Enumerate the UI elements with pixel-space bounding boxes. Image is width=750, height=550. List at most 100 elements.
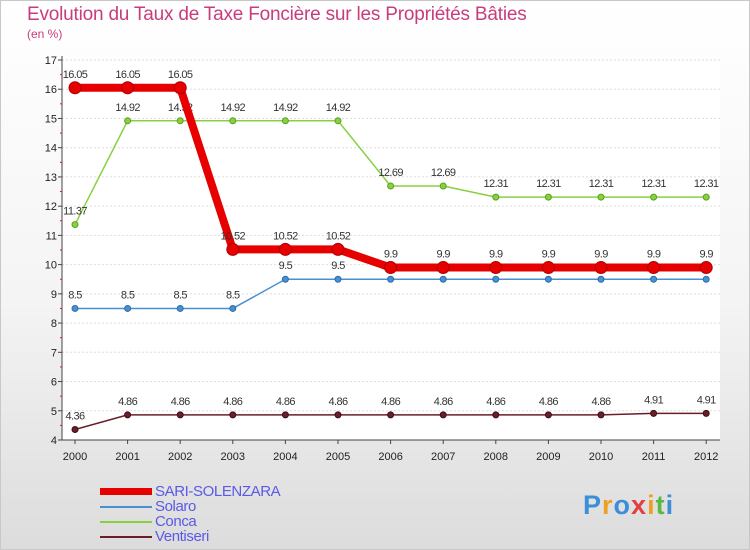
data-point-solaro <box>281 275 289 283</box>
data-point-conca <box>387 182 395 190</box>
proxiti-logo: Proxiti <box>583 490 674 521</box>
data-label-sari-solenzara: 10.52 <box>221 230 246 242</box>
data-label-sari-solenzara: 9.9 <box>594 249 608 261</box>
data-point-sari-solenzara <box>121 81 135 95</box>
plot-area <box>62 60 720 440</box>
data-label-conca: 14.92 <box>115 102 140 114</box>
x-tick-label: 2010 <box>589 451 613 463</box>
data-point-ventiseri <box>387 411 395 419</box>
data-point-ventiseri <box>702 409 710 417</box>
y-tick-label: 11 <box>46 230 57 242</box>
data-label-ventiseri: 4.91 <box>644 394 663 406</box>
data-point-conca <box>702 193 710 201</box>
x-tick-label: 2006 <box>378 451 402 463</box>
data-point-ventiseri <box>71 425 79 433</box>
data-point-sari-solenzara <box>226 242 240 256</box>
logo-letter: P <box>583 490 603 520</box>
data-label-conca: 12.31 <box>484 178 509 190</box>
data-label-conca: 12.31 <box>536 178 561 190</box>
data-label-solaro: 9.5 <box>279 260 293 272</box>
x-tick-label: 2001 <box>115 451 139 463</box>
legend-item-conca[interactable]: Conca <box>100 513 280 530</box>
data-label-sari-solenzara: 10.52 <box>273 230 298 242</box>
legend-item-ventiseri[interactable]: Ventiseri <box>100 528 280 545</box>
logo-letter: t <box>655 490 666 520</box>
x-tick-label: 2011 <box>642 451 666 463</box>
x-tick-label: 2012 <box>694 451 718 463</box>
legend-label: SARI-SOLENZARA <box>155 483 281 500</box>
data-point-sari-solenzara <box>541 261 555 275</box>
x-tick-label: 2002 <box>168 451 192 463</box>
data-label-sari-solenzara: 16.05 <box>115 69 140 81</box>
data-point-conca <box>71 221 79 229</box>
y-tick-label: 6 <box>51 377 57 389</box>
y-tick-label: 8 <box>51 318 57 330</box>
y-tick-label: 15 <box>45 113 57 125</box>
data-label-sari-solenzara: 9.9 <box>436 249 450 261</box>
x-tick-label: 2003 <box>221 451 245 463</box>
data-point-solaro <box>176 304 184 312</box>
data-label-ventiseri: 4.86 <box>171 396 190 408</box>
y-tick-label: 16 <box>45 84 57 96</box>
data-point-ventiseri <box>597 411 605 419</box>
chart-unit-label: (en %) <box>27 27 63 41</box>
data-label-ventiseri: 4.86 <box>118 396 137 408</box>
data-label-sari-solenzara: 16.05 <box>168 69 193 81</box>
data-point-ventiseri <box>544 411 552 419</box>
data-label-solaro: 8.5 <box>173 289 187 301</box>
legend-swatch <box>100 535 152 538</box>
data-point-solaro <box>439 275 447 283</box>
legend-label: Solaro <box>155 498 196 515</box>
data-point-solaro <box>229 304 237 312</box>
data-label-sari-solenzara: 10.52 <box>326 230 351 242</box>
logo-letter: i <box>665 490 675 520</box>
data-point-sari-solenzara <box>436 261 450 275</box>
data-point-solaro <box>71 304 79 312</box>
data-point-conca <box>544 193 552 201</box>
x-tick-label: 2004 <box>273 451 297 463</box>
data-point-solaro <box>124 304 132 312</box>
legend-item-solaro[interactable]: Solaro <box>100 498 280 515</box>
data-label-ventiseri: 4.86 <box>381 396 400 408</box>
data-point-conca <box>439 182 447 190</box>
data-label-ventiseri: 4.36 <box>65 410 84 422</box>
data-point-ventiseri <box>124 411 132 419</box>
data-point-solaro <box>597 275 605 283</box>
y-tick-label: 17 <box>45 55 57 67</box>
data-label-sari-solenzara: 9.9 <box>647 249 661 261</box>
data-point-ventiseri <box>176 411 184 419</box>
logo-letter: x <box>631 490 648 520</box>
data-point-conca <box>492 193 500 201</box>
data-label-solaro: 8.5 <box>68 289 82 301</box>
legend-swatch <box>100 488 152 495</box>
data-point-sari-solenzara <box>489 261 503 275</box>
x-tick-label: 2008 <box>484 451 508 463</box>
data-label-ventiseri: 4.91 <box>697 394 716 406</box>
data-point-sari-solenzara <box>331 242 345 256</box>
data-label-conca: 12.31 <box>694 178 719 190</box>
y-tick-label: 14 <box>45 143 57 155</box>
legend: SARI-SOLENZARA Solaro Conca Ventiseri <box>100 483 281 545</box>
data-point-solaro <box>544 275 552 283</box>
data-point-conca <box>124 117 132 125</box>
legend-item-sari-solenzara[interactable]: SARI-SOLENZARA <box>100 483 281 500</box>
x-tick-label: 2000 <box>63 451 87 463</box>
data-point-ventiseri <box>229 411 237 419</box>
data-label-ventiseri: 4.86 <box>223 396 242 408</box>
data-label-conca: 14.92 <box>273 102 298 114</box>
data-point-solaro <box>650 275 658 283</box>
data-label-conca: 14.92 <box>326 102 351 114</box>
data-label-conca: 12.31 <box>641 178 666 190</box>
data-label-ventiseri: 4.86 <box>434 396 453 408</box>
data-label-sari-solenzara: 9.9 <box>699 249 713 261</box>
data-point-conca <box>281 117 289 125</box>
data-label-ventiseri: 4.86 <box>539 396 558 408</box>
data-label-solaro: 8.5 <box>121 289 135 301</box>
logo-letter: i <box>647 490 656 520</box>
y-tick-label: 4 <box>51 435 57 447</box>
logo-letter: o <box>613 490 632 520</box>
legend-swatch <box>100 505 152 508</box>
data-point-solaro <box>334 275 342 283</box>
legend-label: Conca <box>155 513 197 530</box>
